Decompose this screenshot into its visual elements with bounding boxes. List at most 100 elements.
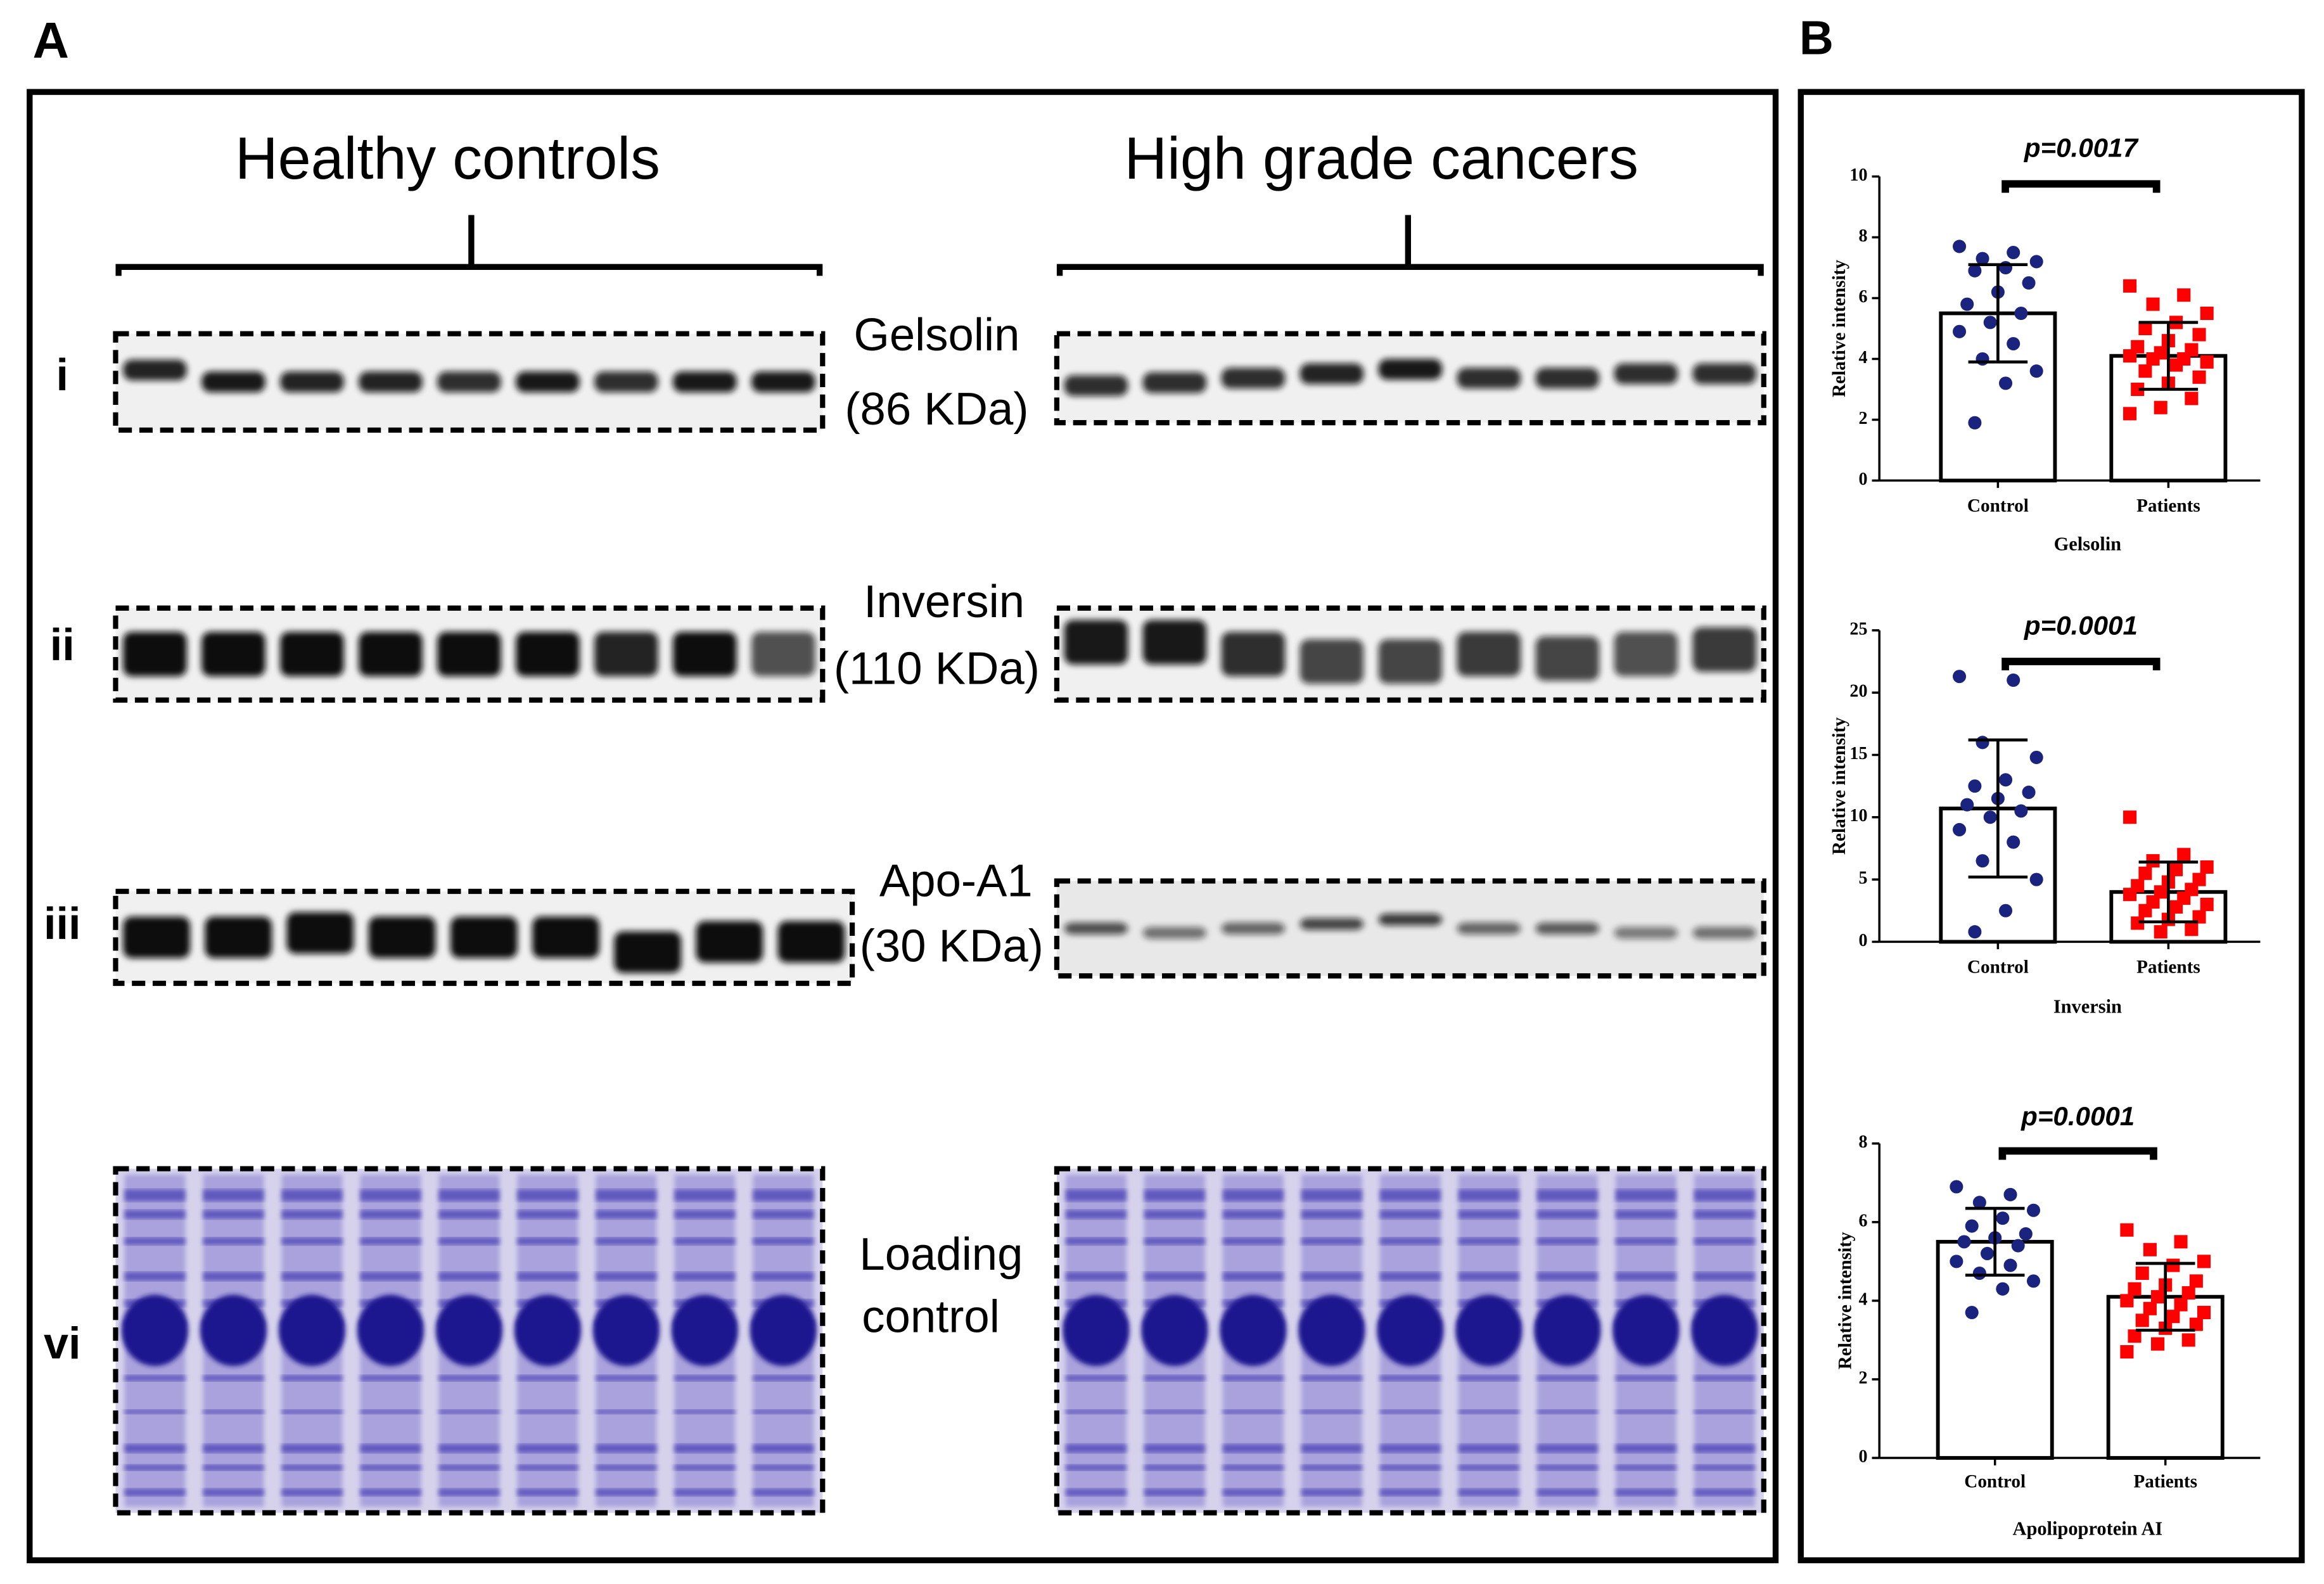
band: [673, 632, 737, 677]
band: [286, 912, 354, 954]
data-point: [2029, 255, 2043, 269]
gel-stripe: [1222, 1409, 1284, 1414]
data-point: [2135, 1266, 2149, 1281]
protein-label: (30 KDa): [860, 920, 1044, 971]
band: [751, 371, 815, 393]
p-value: p=0.0001: [2024, 610, 2138, 640]
gel-stripe: [1536, 1189, 1598, 1201]
gel-stripe: [1694, 1189, 1755, 1201]
data-point: [2003, 1187, 2017, 1201]
gel-stripe: [517, 1237, 578, 1245]
gel-stripe: [517, 1375, 578, 1381]
gel-stripe: [1222, 1488, 1284, 1497]
band: [123, 632, 187, 677]
gel-stripe: [360, 1444, 421, 1453]
gel-stripe: [1536, 1210, 1598, 1219]
gel-stripe: [1694, 1409, 1755, 1414]
data-point: [2022, 785, 2036, 800]
error-bar: [2135, 1261, 2195, 1332]
band: [1299, 917, 1364, 930]
band: [1614, 927, 1678, 939]
band: [1457, 922, 1521, 935]
data-point: [2154, 925, 2168, 939]
gel-stripe: [1222, 1189, 1284, 1201]
data-point: [1960, 297, 1974, 311]
gel-stripe: [1694, 1444, 1755, 1453]
gel-stripe: [1615, 1237, 1676, 1245]
gel-stripe: [517, 1464, 578, 1471]
band: [1457, 367, 1521, 389]
gel-stripe: [753, 1488, 814, 1497]
gel-stripe: [1301, 1444, 1362, 1453]
gel-stripe: [1379, 1464, 1441, 1471]
p-value: p=0.0001: [2021, 1101, 2135, 1131]
data-point: [2003, 1258, 2017, 1272]
gel-stripe: [1379, 1444, 1441, 1453]
significance-bracket: [1998, 1147, 2157, 1160]
band: [437, 632, 501, 677]
y-tick-label: 6: [1858, 287, 1867, 307]
data-point: [2026, 1203, 2041, 1217]
data-point: [1953, 324, 1967, 338]
gel-stripe: [438, 1444, 500, 1453]
gel-stripe: [753, 1444, 814, 1453]
error-bar: [1965, 1206, 2025, 1277]
gel-stripe: [517, 1444, 578, 1453]
data-point: [2123, 810, 2137, 824]
gel-stripe: [1222, 1375, 1284, 1381]
data-point: [1950, 1180, 1963, 1194]
band: [201, 371, 265, 393]
gel-stripe: [281, 1488, 343, 1497]
band: [1221, 367, 1286, 389]
data-point: [2151, 1290, 2165, 1304]
protein-label: Gelsolin: [853, 309, 1019, 361]
y-tick-label: 0: [1858, 1447, 1867, 1466]
gel-stripe: [281, 1409, 343, 1414]
significance-bracket: [2002, 180, 2161, 193]
gel-stripe: [674, 1375, 736, 1381]
data-point: [1998, 904, 2013, 917]
gel-stripe: [596, 1464, 657, 1471]
y-tick-label: 15: [1849, 744, 1867, 763]
blot: [1054, 331, 1766, 426]
data-point: [2192, 328, 2206, 342]
band: [1378, 359, 1443, 380]
data-point: [2200, 860, 2214, 874]
gel-main-band: [1455, 1294, 1523, 1366]
data-point: [2014, 306, 2028, 321]
row-numeral: vi: [44, 1318, 81, 1368]
x-tick-label: Control: [1964, 1472, 2026, 1492]
gel-stripe: [1301, 1237, 1362, 1245]
protein-label: (110 KDa): [834, 643, 1040, 694]
protein-label: Inversin: [864, 576, 1025, 627]
gel-stripe: [674, 1444, 736, 1453]
band: [1535, 367, 1600, 389]
data-point: [2143, 1242, 2157, 1256]
data-point: [2128, 1329, 2142, 1343]
data-point: [1996, 1211, 2010, 1225]
y-tick-label: 25: [1849, 619, 1867, 639]
data-point: [2166, 1310, 2180, 1324]
band: [1221, 922, 1286, 935]
gel-stripe: [1458, 1409, 1519, 1414]
blot: [113, 331, 826, 433]
data-point: [1968, 416, 1982, 430]
band: [516, 371, 580, 393]
band: [1064, 922, 1128, 935]
data-point: [2123, 407, 2137, 421]
gel-stripe: [1301, 1189, 1362, 1201]
gel-stripe: [1065, 1444, 1127, 1453]
data-point: [2138, 904, 2152, 917]
data-point: [1968, 779, 1982, 793]
gel-stripe: [1615, 1444, 1676, 1453]
error-bar: [1968, 738, 2028, 879]
gel-stripe: [1458, 1237, 1519, 1245]
band: [123, 359, 187, 381]
band: [532, 916, 599, 959]
blot-frame: [113, 331, 826, 433]
gel-stripe: [1144, 1409, 1205, 1414]
gel-stripe: [1222, 1444, 1284, 1453]
gel-stripe: [360, 1237, 421, 1245]
p-value: p=0.0017: [2024, 133, 2140, 163]
blot: [1054, 1166, 1766, 1516]
